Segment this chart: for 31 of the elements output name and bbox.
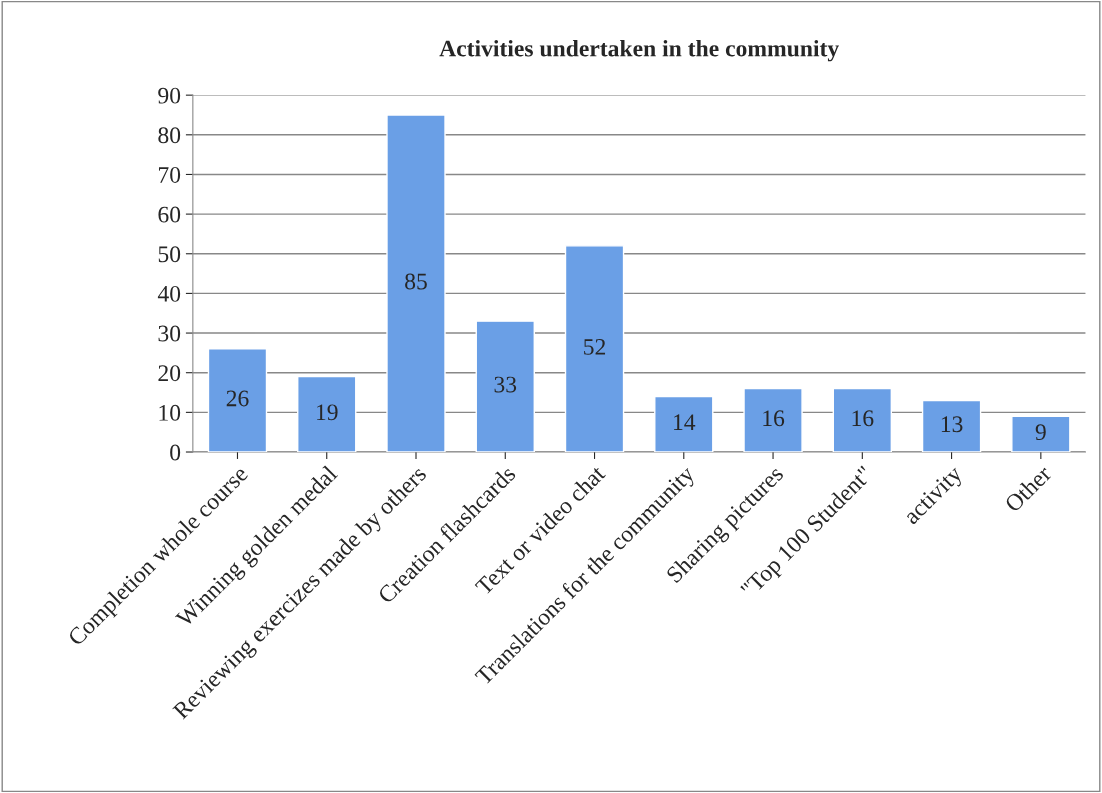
- bar: [921, 399, 982, 453]
- data-label: 13: [941, 416, 963, 433]
- bar: [475, 320, 535, 453]
- y-tick-label: 80: [158, 127, 181, 144]
- bar: [297, 375, 357, 453]
- data-label: 52: [584, 338, 606, 355]
- bar: [832, 387, 893, 453]
- data-label: 85: [405, 273, 427, 290]
- bar: [564, 245, 625, 453]
- y-tick-label: 0: [170, 444, 181, 461]
- y-tick-label: 40: [157, 285, 181, 302]
- bar: [654, 395, 714, 453]
- bar: [1011, 415, 1071, 453]
- bar: [386, 114, 446, 453]
- data-label: 14: [674, 414, 696, 430]
- data-label: 16: [763, 410, 785, 427]
- y-tick-label: 60: [158, 206, 181, 223]
- y-tick-label: 70: [158, 166, 181, 183]
- data-label: 19: [317, 404, 338, 421]
- data-label: 16: [852, 410, 874, 427]
- chart-title: Activities undertaken in the community: [439, 39, 839, 62]
- bar: [207, 348, 268, 453]
- y-tick-label: 30: [158, 325, 181, 342]
- y-tick-label: 20: [158, 365, 181, 382]
- data-label: 26: [226, 390, 249, 407]
- bar: [743, 387, 803, 453]
- y-tick-label: 90: [158, 87, 181, 104]
- y-tick-label: 50: [158, 246, 181, 263]
- data-label: 9: [1035, 424, 1046, 441]
- data-label: 33: [494, 376, 517, 393]
- y-tick-label: 10: [159, 404, 181, 421]
